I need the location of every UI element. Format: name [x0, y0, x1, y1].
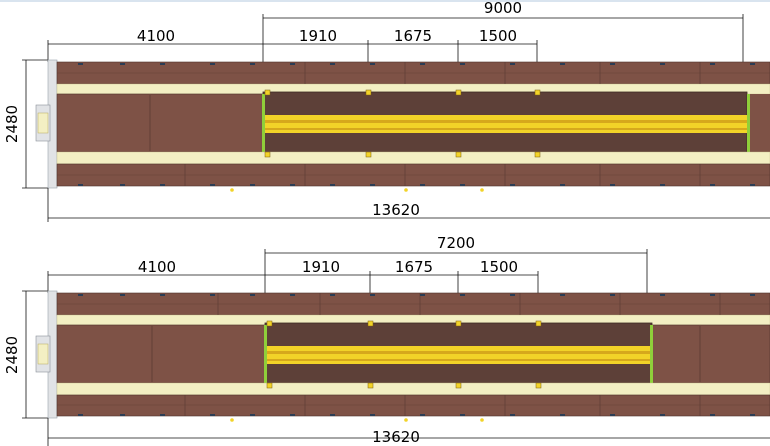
- segment-label-2: 1675: [394, 27, 432, 45]
- bolt-row-top: [78, 63, 755, 65]
- left-label: 4100: [137, 27, 175, 45]
- segment-label-1: 1910: [302, 258, 340, 276]
- plan-body: [35, 59, 770, 192]
- height-dimension: 2480: [3, 290, 48, 419]
- segment-label-2: 1675: [395, 258, 433, 276]
- span-label: 7200: [437, 234, 475, 252]
- plan-body: [35, 290, 770, 422]
- bolt-row-top: [78, 294, 755, 296]
- bolt-row-bottom: [78, 184, 755, 186]
- segment-label-3: 1500: [480, 258, 518, 276]
- anchor-points: [264, 89, 541, 158]
- total-dimension: 13620: [47, 188, 770, 222]
- segment-dimensions: 1910 1675 1500: [265, 258, 539, 325]
- plan-bottom: 7200 4100 1910 1675 1500 2480: [3, 234, 770, 446]
- anchor-points: [266, 320, 542, 389]
- height-dimension: 2480: [3, 59, 48, 189]
- plan-top: 9000 4100 1910 1675 1500 2480: [3, 0, 770, 222]
- segment-label-1: 1910: [299, 27, 337, 45]
- total-label: 13620: [372, 201, 420, 219]
- height-label: 2480: [3, 105, 21, 143]
- left-label: 4100: [138, 258, 176, 276]
- span-label: 9000: [484, 0, 522, 17]
- total-dimension: 13620: [47, 418, 770, 446]
- segment-label-3: 1500: [479, 27, 517, 45]
- total-label: 13620: [372, 428, 420, 446]
- bolt-row-bottom: [78, 414, 755, 416]
- left-dimension: 4100: [47, 27, 263, 62]
- span-dimension: 9000: [262, 0, 744, 92]
- height-label: 2480: [3, 336, 21, 374]
- left-dimension: 4100: [47, 258, 265, 293]
